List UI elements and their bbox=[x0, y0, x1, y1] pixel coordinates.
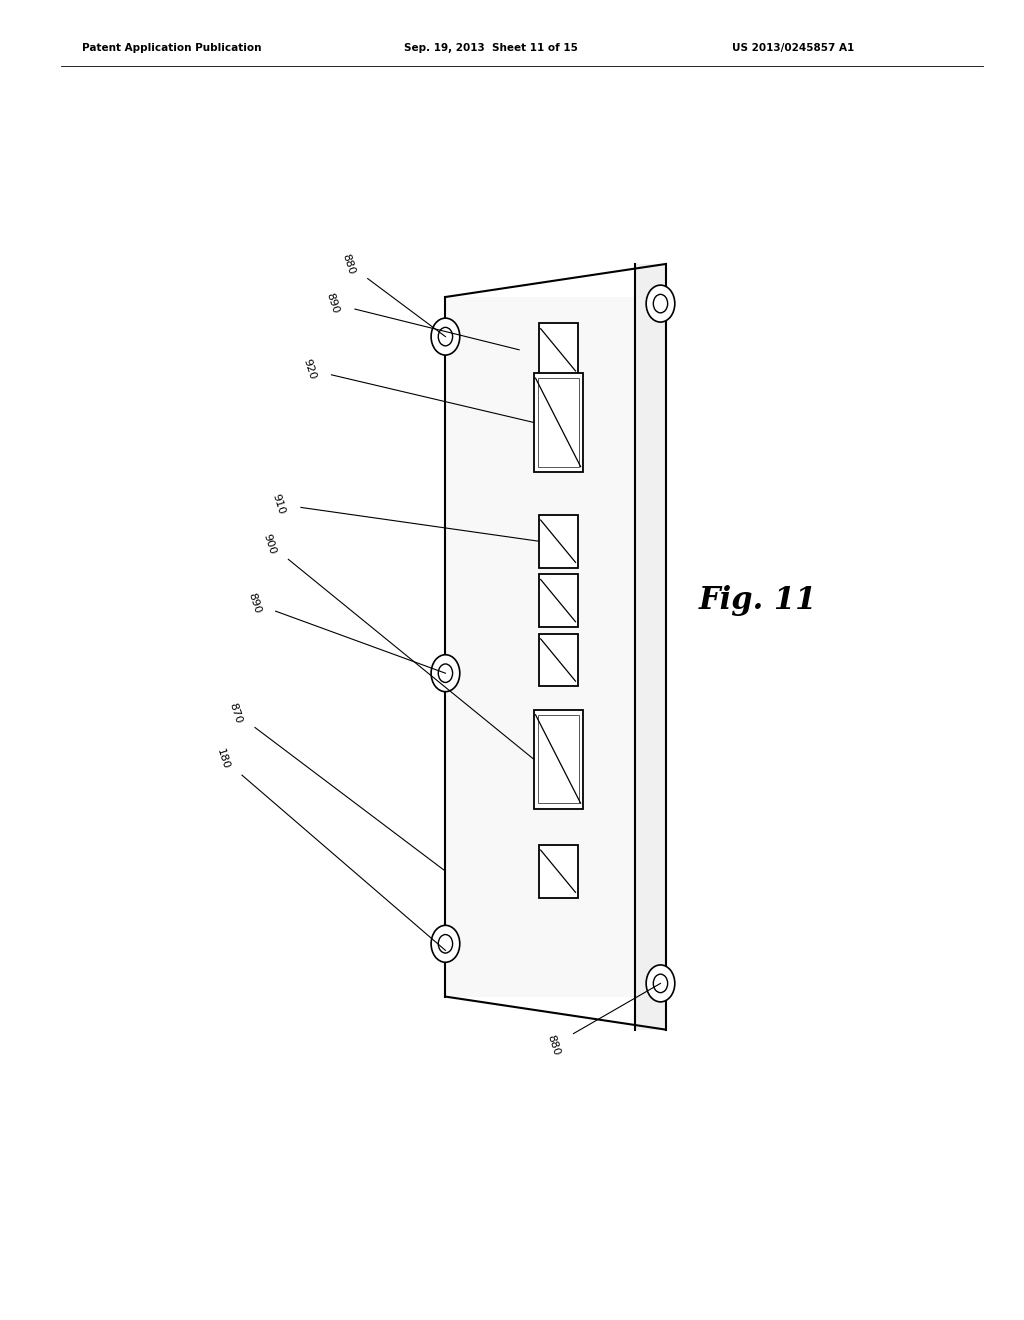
Bar bbox=[539, 515, 578, 568]
Text: 890: 890 bbox=[325, 292, 341, 315]
Text: Fig. 11: Fig. 11 bbox=[698, 585, 817, 616]
Circle shape bbox=[646, 965, 675, 1002]
Bar bbox=[539, 634, 578, 686]
Text: 880: 880 bbox=[340, 252, 356, 276]
Bar bbox=[539, 845, 578, 898]
Circle shape bbox=[438, 327, 453, 346]
Text: 870: 870 bbox=[227, 701, 244, 725]
Circle shape bbox=[653, 294, 668, 313]
Text: Patent Application Publication: Patent Application Publication bbox=[82, 42, 261, 53]
Circle shape bbox=[431, 655, 460, 692]
Circle shape bbox=[646, 285, 675, 322]
Bar bbox=[534, 372, 583, 471]
Bar bbox=[538, 378, 579, 466]
Bar bbox=[534, 710, 583, 808]
Circle shape bbox=[438, 935, 453, 953]
Circle shape bbox=[431, 318, 460, 355]
Bar bbox=[539, 574, 578, 627]
Bar bbox=[539, 323, 578, 376]
Text: 920: 920 bbox=[301, 358, 317, 381]
Text: 890: 890 bbox=[246, 591, 262, 615]
Circle shape bbox=[438, 664, 453, 682]
Circle shape bbox=[653, 974, 668, 993]
Text: 880: 880 bbox=[545, 1034, 561, 1057]
Text: 900: 900 bbox=[261, 532, 278, 556]
Circle shape bbox=[431, 925, 460, 962]
Bar bbox=[635, 264, 666, 1030]
Text: 910: 910 bbox=[270, 492, 287, 516]
Text: US 2013/0245857 A1: US 2013/0245857 A1 bbox=[732, 42, 854, 53]
Text: 180: 180 bbox=[215, 747, 231, 771]
Text: Sep. 19, 2013  Sheet 11 of 15: Sep. 19, 2013 Sheet 11 of 15 bbox=[404, 42, 579, 53]
Bar bbox=[445, 297, 635, 997]
Bar bbox=[538, 715, 579, 803]
